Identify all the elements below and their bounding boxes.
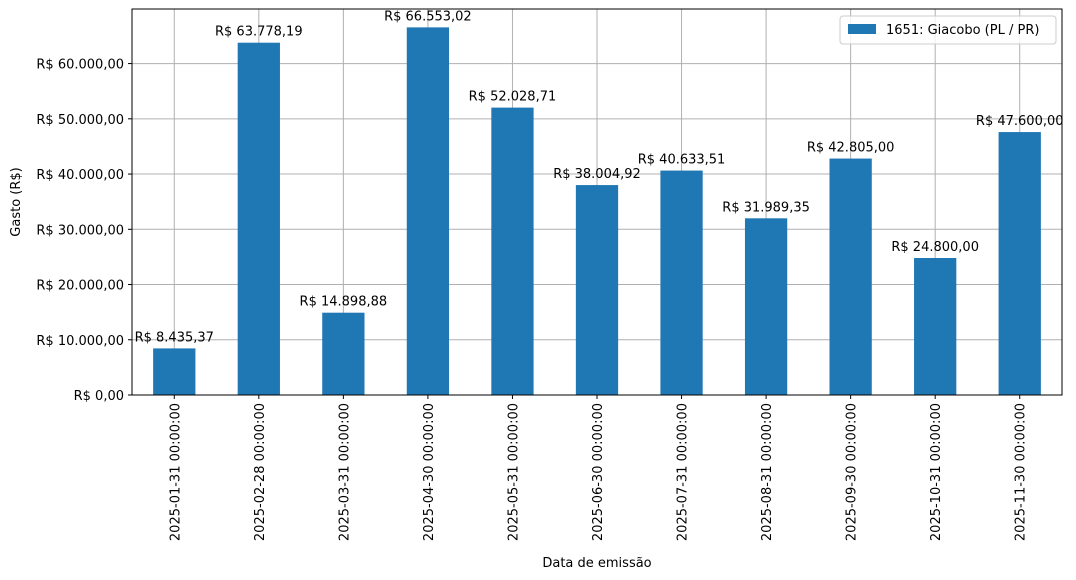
legend-series-name: 1651: Giacobo (PL / PR) (886, 23, 1039, 38)
legend: 1651: Giacobo (PL / PR) (839, 15, 1057, 45)
bar (829, 158, 872, 395)
x-tick-label: 2025-09-30 00:00:00 (845, 403, 860, 541)
bar-value-label: R$ 42.805,00 (807, 141, 895, 156)
x-tick-label: 2025-07-31 00:00:00 (676, 403, 691, 541)
x-tick-label: 2025-01-31 00:00:00 (168, 403, 183, 541)
bar (491, 107, 534, 395)
bar (998, 132, 1041, 395)
x-axis: 2025-01-31 00:00:00 2025-02-28 00:00:00 20… (168, 395, 1029, 541)
y-tick-label: R$ 40.000,00 (36, 168, 124, 183)
x-tick-label: 2025-10-31 00:00:00 (929, 403, 944, 541)
bar-value-label: R$ 31.989,35 (722, 200, 810, 215)
x-tick-label: 2025-04-30 00:00:00 (422, 403, 437, 541)
x-tick-label: 2025-08-31 00:00:00 (760, 403, 775, 541)
y-axis: R$ 0,00 R$ 10.000,00 R$ 20.000,00 R$ 30.000… (36, 58, 132, 404)
bars (153, 27, 1041, 395)
bar-value-label: R$ 40.633,51 (638, 153, 726, 168)
legend-box (839, 15, 1057, 45)
bar-value-label: R$ 38.004,92 (553, 167, 641, 182)
x-tick-label: 2025-11-30 00:00:00 (1014, 403, 1029, 541)
legend-swatch (848, 24, 876, 34)
x-axis-label: Data de emissão (542, 556, 651, 571)
bar (575, 185, 619, 395)
y-tick-label: R$ 20.000,00 (36, 279, 124, 294)
bar-value-label: R$ 63.778,19 (215, 25, 303, 40)
bar-value-label: R$ 14.898,88 (300, 295, 388, 310)
bar (744, 218, 788, 395)
y-tick-label: R$ 10.000,00 (36, 334, 124, 349)
y-tick-label: R$ 0,00 (74, 389, 124, 404)
bar (660, 170, 703, 395)
bar (914, 258, 957, 395)
bar (237, 42, 280, 395)
data-labels: R$ 8.435,37 R$ 63.778,19 R$ 14.898,88 R$ 66… (135, 9, 1064, 345)
bar-value-label: R$ 66.553,02 (384, 9, 472, 24)
x-tick-label: 2025-02-28 00:00:00 (253, 403, 268, 541)
y-tick-label: R$ 60.000,00 (36, 58, 124, 73)
bar (153, 348, 196, 395)
y-axis-label: Gasto (R$) (9, 167, 24, 236)
bar (322, 312, 365, 395)
y-tick-label: R$ 30.000,00 (36, 223, 124, 238)
bar-value-label: R$ 8.435,37 (135, 330, 214, 345)
x-tick-label: 2025-06-30 00:00:00 (591, 403, 606, 541)
bar-value-label: R$ 24.800,00 (891, 240, 979, 255)
bar-value-label: R$ 47.600,00 (976, 114, 1064, 129)
y-tick-label: R$ 50.000,00 (36, 113, 124, 128)
bar (406, 27, 450, 395)
x-tick-label: 2025-05-31 00:00:00 (506, 403, 521, 541)
x-tick-label: 2025-03-31 00:00:00 (337, 403, 352, 541)
bar-value-label: R$ 52.028,71 (469, 90, 557, 105)
